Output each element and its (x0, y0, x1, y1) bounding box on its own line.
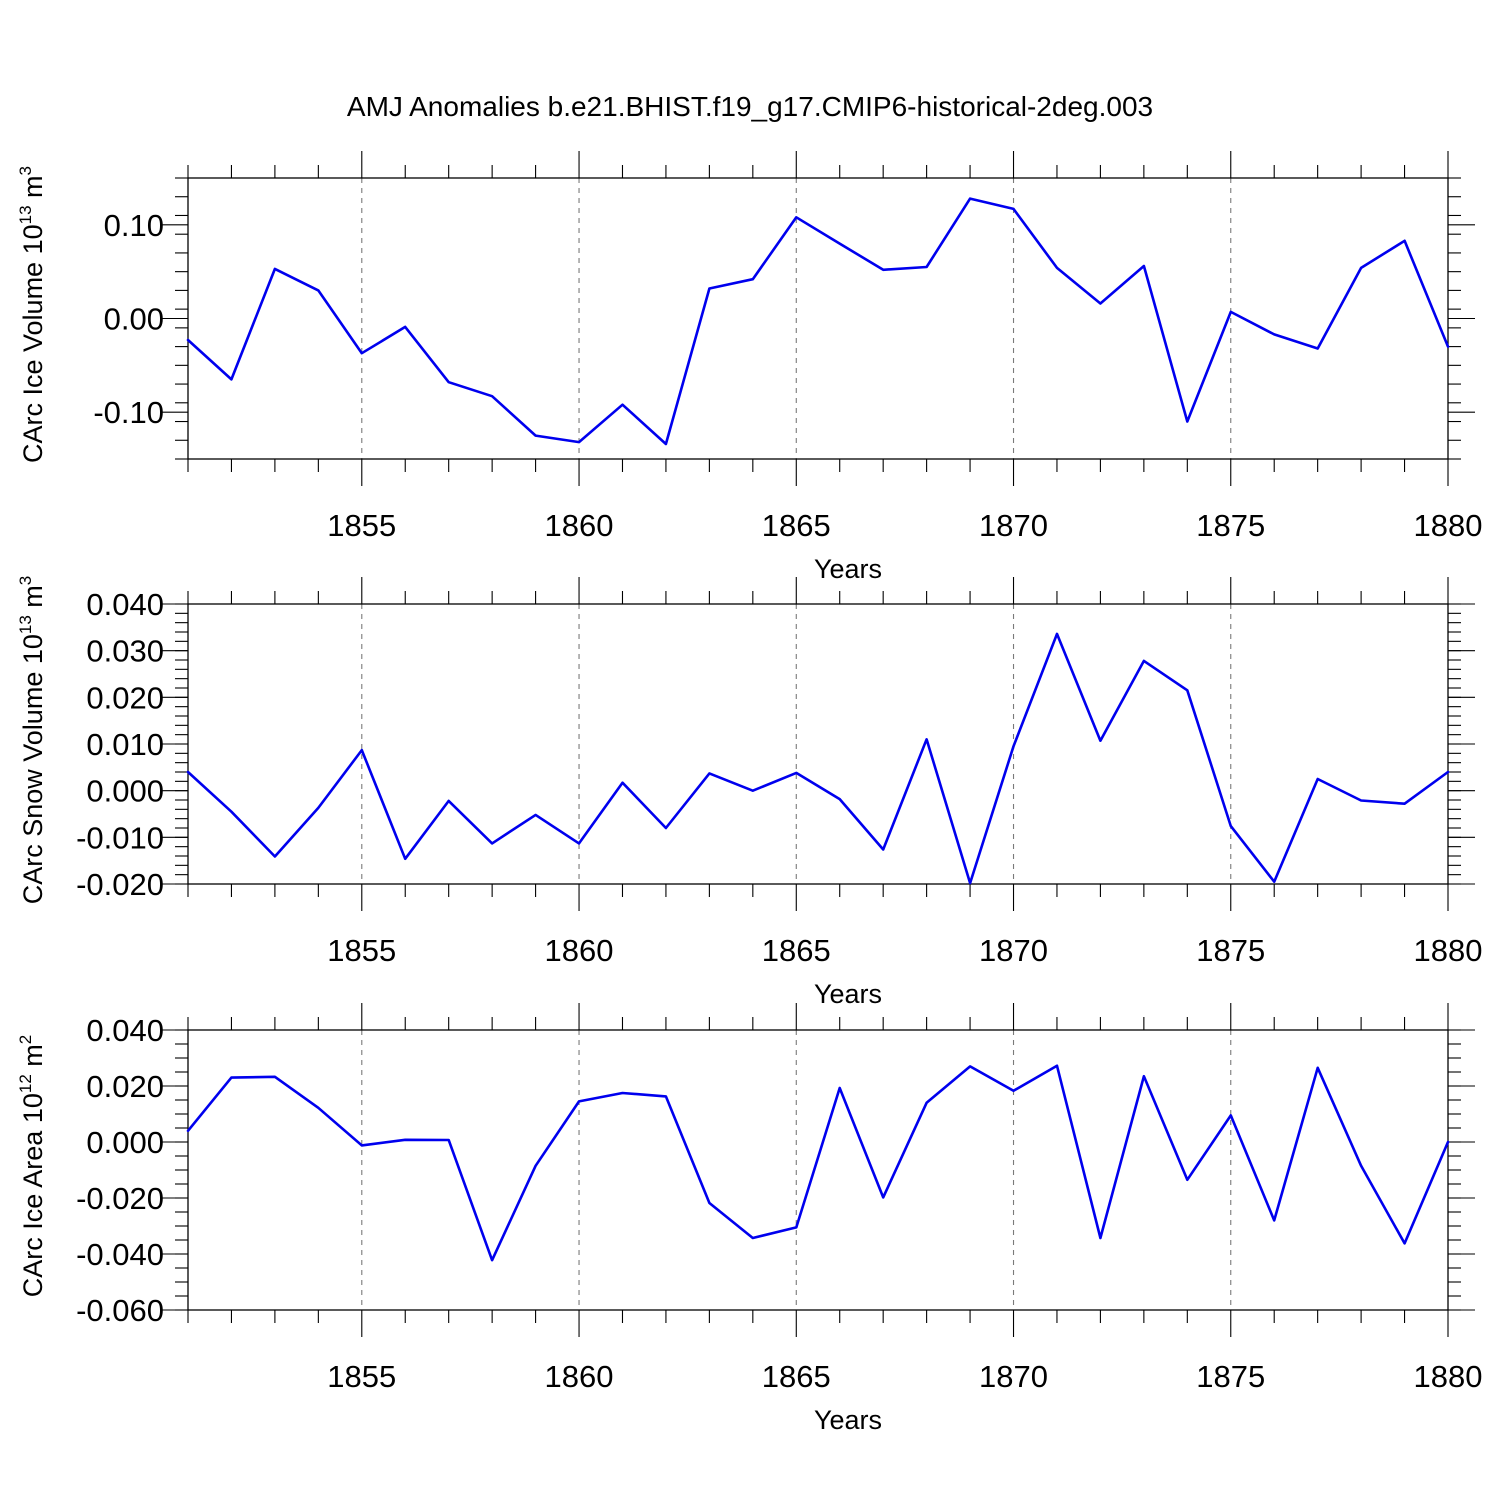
panel-3: 1855 1860 1865 1870 1875 1880 0.040 0.020 0.000 -… (16, 1003, 1482, 1435)
y-axis-label: CArc Ice Volume 1013 m3 (16, 166, 48, 463)
plot-frame (187, 603, 1449, 885)
y-axis-label: CArc Snow Volume 1013 m3 (16, 576, 48, 905)
x-tick-label: 1865 (762, 1359, 831, 1394)
x-tick-label: 1875 (1196, 1359, 1265, 1394)
y-axis-label: CArc Ice Area 1012 m2 (16, 1035, 48, 1298)
y-axis-label-exponent: 12 (16, 1074, 35, 1093)
series-line (186, 1064, 1450, 1262)
y-tick-label: 0.000 (86, 1125, 164, 1160)
y-axis-label-text: m (18, 1044, 48, 1074)
series-line (186, 632, 1450, 885)
x-tick-label: 1875 (1196, 933, 1265, 968)
y-axis-label-exponent: 2 (16, 1035, 35, 1044)
chart-title: AMJ Anomalies b.e21.BHIST.f19_g17.CMIP6-… (347, 91, 1153, 122)
x-tick-label: 1880 (1414, 933, 1483, 968)
x-tick-label: 1870 (979, 1359, 1048, 1394)
x-axis-label: Years (814, 979, 882, 1009)
x-tick-label: 1860 (545, 933, 614, 968)
y-axis-label-text: CArc Snow Volume 10 (18, 634, 48, 904)
y-axis-label-text: CArc Ice Area 10 (18, 1093, 48, 1297)
x-axis-label: Years (814, 554, 882, 584)
y-tick-label: -0.010 (76, 820, 164, 855)
plot-frame (187, 177, 1449, 460)
y-tick-label: 0.040 (86, 587, 164, 622)
y-tick-label: 0.030 (86, 634, 164, 669)
x-tick-label: 1860 (545, 1359, 614, 1394)
y-tick-label: 0.00 (104, 302, 164, 337)
y-axis-label-text: m (18, 175, 48, 205)
y-tick-label: 0.000 (86, 774, 164, 809)
panels-container: 1855 1860 1865 1870 1875 1880 0.10 0.00 -0.10 Yea… (16, 151, 1482, 1435)
x-tick-label: 1865 (762, 933, 831, 968)
x-tick-label: 1870 (979, 933, 1048, 968)
y-tick-label: -0.020 (76, 867, 164, 902)
x-tick-label: 1865 (762, 508, 831, 543)
y-tick-label: -0.060 (76, 1293, 164, 1328)
y-axis-label-text: m (18, 585, 48, 615)
y-axis-label-exponent: 13 (16, 205, 35, 224)
panel-2: 1855 1860 1865 1870 1875 1880 0.040 0.030 0.020 0… (16, 576, 1482, 1009)
plot-frame (187, 1029, 1449, 1311)
y-tick-label: -0.020 (76, 1181, 164, 1216)
x-tick-label: 1870 (979, 508, 1048, 543)
y-axis-label-exponent: 13 (16, 615, 35, 634)
y-tick-label: 0.10 (104, 208, 164, 243)
y-axis-label-text: CArc Ice Volume 10 (18, 224, 48, 463)
panel-1: 1855 1860 1865 1870 1875 1880 0.10 0.00 -0.10 Yea… (16, 151, 1482, 584)
x-axis-label: Years (814, 1405, 882, 1435)
y-tick-label: -0.10 (93, 395, 164, 430)
x-tick-label: 1855 (327, 508, 396, 543)
x-tick-label: 1880 (1414, 1359, 1483, 1394)
y-tick-label: 0.020 (86, 1069, 164, 1104)
y-tick-label: 0.010 (86, 727, 164, 762)
y-tick-label: -0.040 (76, 1237, 164, 1272)
x-tick-label: 1875 (1196, 508, 1265, 543)
x-tick-label: 1860 (545, 508, 614, 543)
series-line (186, 197, 1450, 446)
y-axis-label-exponent: 3 (16, 166, 35, 175)
y-tick-label: 0.040 (86, 1013, 164, 1048)
x-tick-label: 1880 (1414, 508, 1483, 543)
x-tick-label: 1855 (327, 933, 396, 968)
y-tick-label: 0.020 (86, 680, 164, 715)
x-tick-label: 1855 (327, 1359, 396, 1394)
y-axis-label-exponent: 3 (16, 576, 35, 585)
